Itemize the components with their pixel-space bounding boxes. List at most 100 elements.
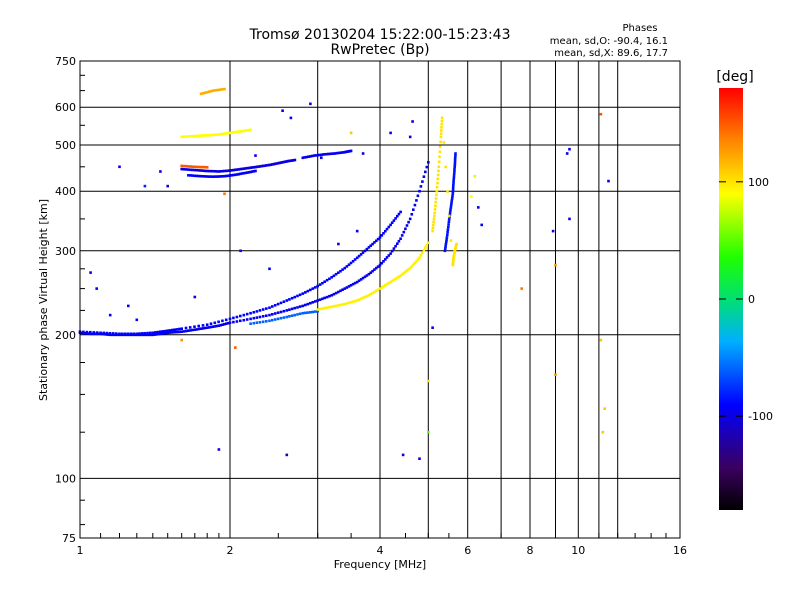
trace-point [314,154,318,157]
trace-point [277,161,280,165]
trace-point [412,263,415,266]
trace-point [408,266,412,270]
trace-point [195,134,199,138]
trace-point [187,168,190,171]
trace-point [258,315,262,319]
x-tick-label: 1 [77,544,84,557]
data-points [78,87,610,460]
trace-point [278,161,281,165]
trace-point [100,332,104,336]
trace-point [219,323,222,327]
trace-point [434,197,438,200]
trace-point [410,265,414,268]
trace-point [254,165,257,169]
trace-point [351,260,355,263]
trace-point [232,320,235,324]
trace-point [201,169,205,172]
trace-point [213,89,217,92]
trace-point [446,233,449,237]
trace-point [387,225,391,229]
trace-point [410,213,414,216]
trace-point [400,273,404,276]
trace-point [351,300,355,303]
trace-point [343,287,347,290]
trace-point [353,258,357,261]
trace-point [191,168,194,172]
trace-point [288,308,291,311]
trace-point [326,152,330,156]
scatter-point [565,152,569,155]
trace-point [394,277,397,281]
trace-point [180,164,183,168]
trace-point [424,170,427,174]
trace-point [453,170,456,173]
trace-point [376,237,380,241]
trace-point [422,249,426,252]
trace-point [440,126,443,129]
trace-point [171,328,174,332]
trace-point [318,298,322,301]
trace-point [349,284,353,287]
trace-point [173,330,176,334]
scatter-point [234,346,237,349]
scatter-point [431,326,434,329]
trace-point [199,165,203,169]
trace-point [328,305,331,309]
trace-point [288,159,291,163]
trace-point [384,258,387,261]
trace-point [189,329,192,332]
trace-point [195,168,199,172]
trace-point [437,160,441,164]
trace-point [95,331,99,334]
trace-point [304,303,307,307]
trace-point [221,323,224,326]
trace-point [272,162,276,166]
scatter-point [568,217,571,221]
trace-point [292,159,295,162]
trace-point [453,167,456,171]
scatter-point [607,179,610,183]
trace-point [316,299,319,302]
trace-point [207,326,211,329]
trace-point [235,320,239,323]
trace-point [195,165,199,169]
trace-point [235,315,239,319]
trace-point [197,169,201,172]
trace-point [330,276,333,279]
trace-point [402,230,406,234]
trace-point [235,173,239,176]
trace-point [454,154,457,157]
trace-point [449,208,452,212]
trace-point [252,170,256,173]
trace-point [314,286,317,289]
trace-point [357,298,361,301]
trace-point [330,305,333,309]
trace-point [221,319,224,323]
trace-point [195,328,199,331]
trace-point [339,269,342,273]
trace-point [184,326,188,330]
trace-point [453,161,457,164]
scatter-point [599,338,603,342]
trace-point [197,165,201,169]
scatter-point [159,170,162,173]
scatter-point [411,120,414,123]
trace-point [182,135,186,138]
trace-point [321,297,324,301]
trace-point [445,236,449,239]
trace-point [189,165,192,168]
trace-point [262,164,265,168]
trace-point [397,239,401,243]
trace-point [217,170,221,173]
trace-point [189,174,192,177]
trace-point [209,175,213,178]
trace-point [184,168,188,171]
trace-point [217,175,221,178]
trace-point [347,301,351,305]
trace-point [434,200,437,204]
trace-point [213,170,217,173]
trace-point [405,269,409,272]
trace-point [246,171,249,174]
trace-point [271,163,274,166]
trace-point [376,288,380,291]
